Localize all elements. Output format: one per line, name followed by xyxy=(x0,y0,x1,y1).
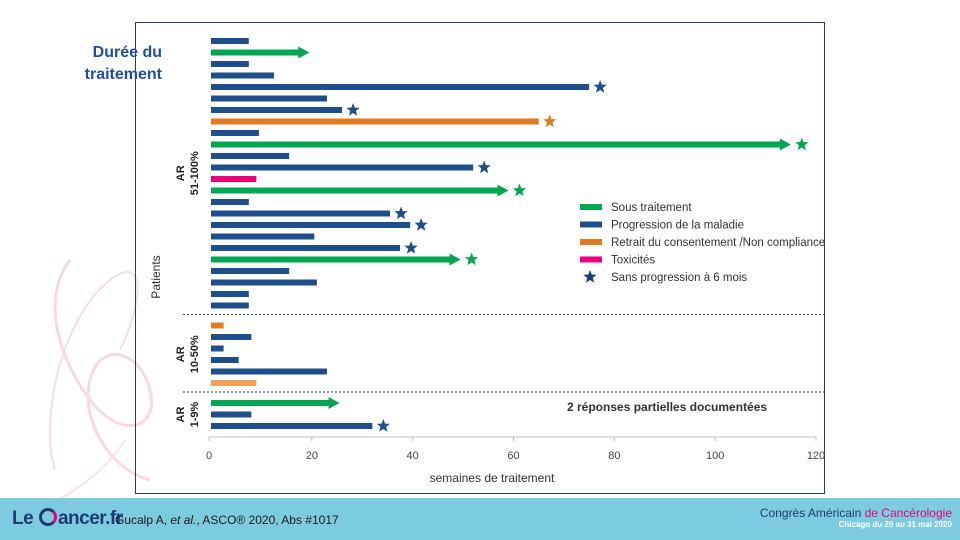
x-tick-label-0: 0 xyxy=(206,450,212,462)
bar-patient-22 xyxy=(211,279,317,286)
bar-patient-15 xyxy=(211,199,249,205)
bar-patient-6 xyxy=(211,95,327,102)
legend-label-retrait: Retrait du consentement /Non compliance xyxy=(611,237,825,249)
x-tick-label-60: 60 xyxy=(507,450,519,462)
group-label-0: AR 51-100% xyxy=(175,151,201,195)
legend-label-sous: Sous traitement xyxy=(611,202,692,214)
logo-c-icon xyxy=(38,508,57,526)
citation: Gucalp A, et al., ASCO® 2020, Abs #1017 xyxy=(115,513,339,527)
bar-patient-32 xyxy=(211,411,252,418)
legend-swatch-sous xyxy=(580,204,602,210)
citation-etal: et al. xyxy=(170,513,197,527)
star-progression-free-12 xyxy=(477,160,491,174)
bar-patient-29 xyxy=(211,368,327,375)
group-label-1: AR 10-50% xyxy=(175,335,201,373)
bar-patient-18 xyxy=(211,233,315,240)
bar-arrowhead-31 xyxy=(328,397,340,409)
congress-name-accent: de Cancérologie xyxy=(864,506,952,520)
star-progression-free-20 xyxy=(464,252,479,266)
bar-patient-12 xyxy=(211,164,474,171)
citation-authors: Gucalp A, xyxy=(115,513,171,527)
bar-patient-5 xyxy=(211,84,590,90)
slide-title-line2: traitement xyxy=(84,66,162,83)
bar-patient-25 xyxy=(211,322,224,329)
bar-patient-31 xyxy=(211,400,330,406)
footer-bar: Le ancer.fr Gucalp A, et al., ASCO® 2020… xyxy=(0,498,960,540)
logo-text-pre: Le xyxy=(12,508,38,529)
star-progression-free-10 xyxy=(795,137,809,151)
bar-patient-30 xyxy=(211,380,257,386)
legend-star-icon xyxy=(583,270,597,283)
star-progression-free-19 xyxy=(404,241,418,254)
legend-swatch-retrait xyxy=(580,239,602,245)
logo-text-post: ancer.fr xyxy=(57,508,123,529)
star-progression-free-17 xyxy=(414,218,428,231)
bar-arrowhead-2 xyxy=(298,46,310,59)
bar-patient-11 xyxy=(211,153,290,159)
legend-swatch-prog xyxy=(580,221,602,228)
bar-patient-9 xyxy=(211,130,259,136)
x-axis-label: semaines de traitement xyxy=(430,471,555,485)
congress-dates: Chicago du 29 au 31 mai 2020 xyxy=(838,520,952,529)
bar-patient-20 xyxy=(211,256,451,263)
bar-patient-26 xyxy=(211,334,252,340)
star-progression-free-14 xyxy=(512,183,527,197)
x-tick-label-120: 120 xyxy=(807,450,825,462)
slide-title: Durée du traitement xyxy=(72,42,162,86)
citation-source: , ASCO® 2020, Abs #1017 xyxy=(196,513,339,527)
bar-patient-28 xyxy=(211,357,239,363)
bar-arrowhead-14 xyxy=(497,184,509,197)
bar-patient-17 xyxy=(211,222,411,228)
y-axis-label: Patients xyxy=(149,255,163,298)
legend-label-prog: Progression de la maladie xyxy=(611,220,744,232)
bar-patient-10 xyxy=(211,141,781,148)
bar-patient-2 xyxy=(211,49,300,56)
star-progression-free-5 xyxy=(593,80,607,93)
legend-label-star: Sans progression à 6 mois xyxy=(611,272,747,284)
bar-patient-19 xyxy=(211,245,401,251)
congress-logo: Congrès Américain de Cancérologie Chicag… xyxy=(760,506,952,529)
bar-patient-21 xyxy=(211,268,290,274)
star-progression-free-8 xyxy=(543,114,557,128)
bar-patient-3 xyxy=(211,61,249,67)
bar-arrowhead-10 xyxy=(779,138,791,151)
congress-name: Congrès Américain xyxy=(759,506,865,520)
slide-title-line1: Durée du xyxy=(92,44,162,61)
star-progression-free-33 xyxy=(376,419,390,432)
x-tick-label-80: 80 xyxy=(608,450,620,462)
bar-patient-16 xyxy=(211,210,390,217)
legend-label-tox: Toxicités xyxy=(611,255,655,267)
bar-patient-23 xyxy=(211,291,249,297)
lecancer-logo: Le ancer.fr xyxy=(12,508,123,530)
bar-patient-24 xyxy=(211,302,249,309)
star-progression-free-7 xyxy=(346,103,360,116)
bar-arrowhead-20 xyxy=(449,253,461,266)
bar-patient-27 xyxy=(211,345,224,352)
bar-patient-7 xyxy=(211,107,343,113)
bar-patient-13 xyxy=(211,176,257,182)
group-label-2: AR 1-9% xyxy=(175,401,201,427)
bar-patient-33 xyxy=(211,423,373,429)
bar-patient-1 xyxy=(211,38,249,44)
chart-frame xyxy=(135,22,825,494)
legend-swatch-tox xyxy=(580,256,602,263)
bar-patient-8 xyxy=(211,118,539,125)
x-tick-label-100: 100 xyxy=(706,450,724,462)
x-tick-label-20: 20 xyxy=(306,450,318,462)
star-progression-free-16 xyxy=(394,206,408,220)
bar-patient-14 xyxy=(211,187,499,194)
partial-responses-note: 2 réponses partielles documentées xyxy=(567,400,767,414)
bar-patient-4 xyxy=(211,72,275,79)
x-tick-label-40: 40 xyxy=(407,450,419,462)
